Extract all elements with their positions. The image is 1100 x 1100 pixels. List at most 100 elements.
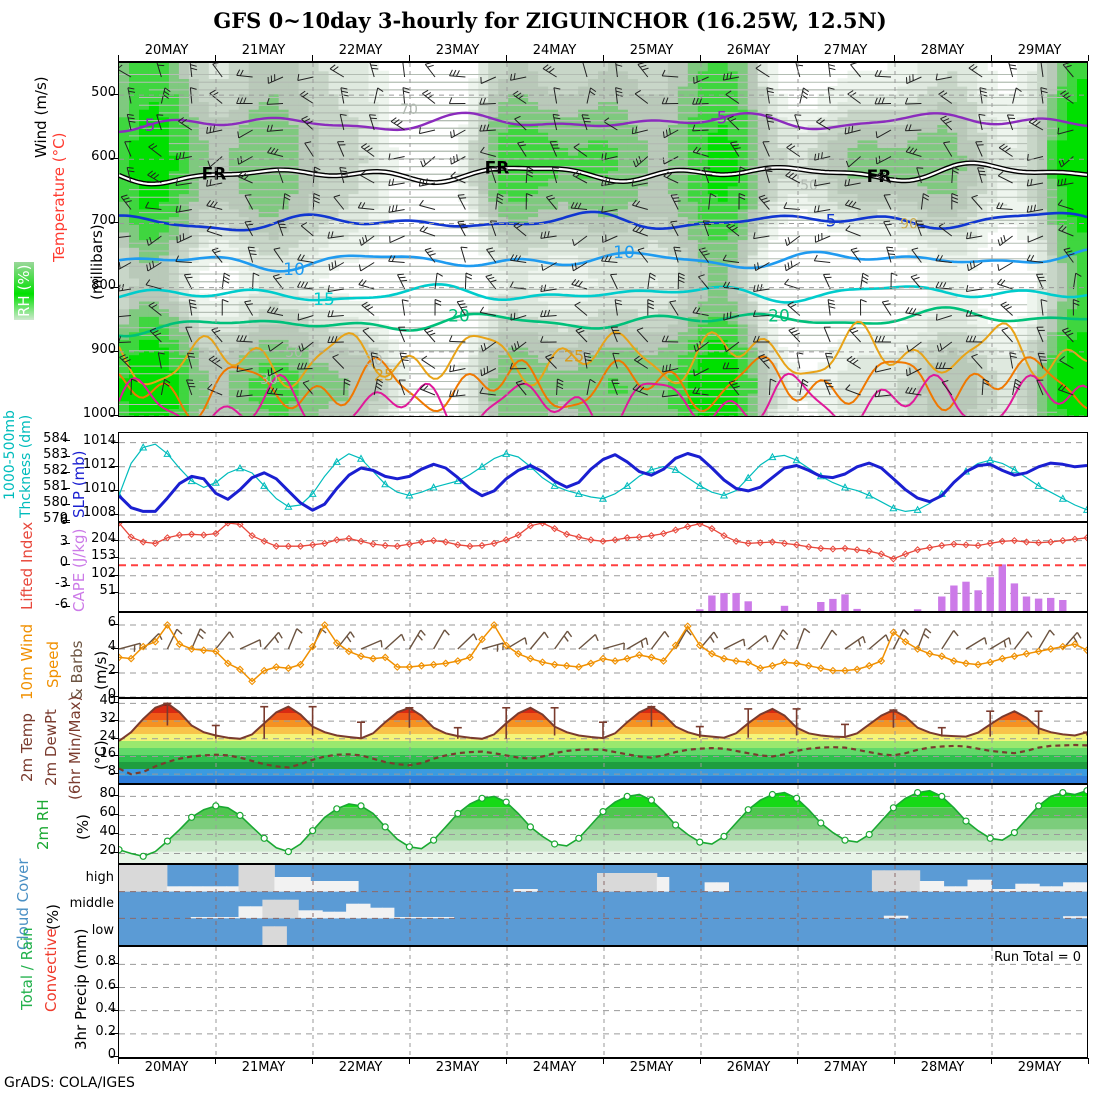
- day-label-bottom-24may: 24MAY: [532, 1060, 577, 1075]
- axis-tickmark: [409, 55, 410, 61]
- wind-10m-panel[interactable]: [118, 612, 1088, 698]
- thickness-tickmark-3: [63, 488, 70, 489]
- cape-tick-0: 204: [91, 530, 116, 546]
- axis-tickmark: [118, 1058, 119, 1064]
- axis-tickmark: [797, 1058, 798, 1064]
- precip-tickmark-2: [111, 1009, 118, 1011]
- lifted-index-tick-3: 3: [59, 534, 68, 550]
- slp-label: SLP (mb): [70, 450, 88, 518]
- cloud-cover-plot: [119, 865, 1087, 945]
- upper-air-pressure-tick-3: 800: [91, 277, 116, 293]
- grads-credit: GrADS: COLA/IGES: [4, 1075, 135, 1091]
- upper-air-cross-section-panel[interactable]: -5 -5 FR FR FR 5 10 10 15 20 20 25 25 30 30 50 70 50 90: [118, 62, 1088, 417]
- temp-2m-tickmark-2: [111, 737, 118, 739]
- cape-tick-1: 153: [91, 548, 116, 564]
- cape-label: CAPE (J/kg): [70, 528, 88, 612]
- precip-tick-4: 0: [107, 1047, 116, 1062]
- lifted-index-tickmark-4: [63, 522, 70, 523]
- wind-units-label: (m/s): [92, 650, 110, 690]
- thickness-slp-plot: [119, 433, 1087, 521]
- axis-tickmark: [797, 55, 798, 61]
- temp-dewpt-2m-panel[interactable]: [118, 698, 1088, 784]
- upper-air-pressure-tick-1: 600: [91, 149, 116, 165]
- day-label-top-29may: 29MAY: [1017, 43, 1062, 58]
- upper-air-pressure-tickmark-3: [111, 286, 118, 288]
- axis-tickmark: [215, 55, 216, 61]
- rh-2m-tick-3: 20: [99, 843, 116, 859]
- rh-2m-tickmark-1: [111, 814, 118, 816]
- day-label-bottom-29may: 29MAY: [1017, 1060, 1062, 1075]
- rh-2m-panel[interactable]: [118, 784, 1088, 864]
- day-label-top-23may: 23MAY: [435, 43, 480, 58]
- svg-text:50: 50: [285, 345, 303, 361]
- cape-tickmark-2: [111, 574, 118, 576]
- day-label-bottom-26may: 26MAY: [726, 1060, 771, 1075]
- precip-total-label: Total / Rain: [18, 927, 36, 1010]
- page-title: GFS 0~10day 3-hourly for ZIGUINCHOR (16.…: [213, 8, 887, 33]
- lifted-index-tickmark-0: [63, 606, 70, 608]
- svg-text:50: 50: [800, 178, 818, 194]
- slp-tick-1: 1012: [82, 456, 116, 472]
- upper-air-pressure-tickmark-4: [111, 350, 118, 352]
- temp-2m-tick-2: 24: [99, 728, 116, 744]
- precip-3hr-panel[interactable]: Run Total = 0: [118, 946, 1088, 1058]
- day-label-bottom-23may: 23MAY: [435, 1060, 480, 1075]
- axis-tickmark: [1088, 1058, 1089, 1064]
- rh-2m-tick-2: 40: [99, 824, 116, 840]
- wind-speed-tick-2: 2: [107, 663, 116, 678]
- day-label-top-22may: 22MAY: [338, 43, 383, 58]
- axis-tickmark: [991, 1058, 992, 1064]
- axis-tickmark: [409, 1058, 410, 1064]
- top-axis-rule: [118, 61, 1088, 62]
- temp-2m-tickmark-3: [111, 755, 118, 757]
- day-label-top-20may: 20MAY: [144, 43, 189, 58]
- slp-tickmark-1: [111, 465, 118, 467]
- svg-text:25: 25: [564, 347, 584, 366]
- wind-speed-tick-3: 0: [107, 687, 116, 702]
- temp-2m-tickmark-0: [111, 702, 118, 704]
- cape-tick-3: 51: [99, 583, 116, 599]
- precip-tickmark-3: [111, 1032, 118, 1034]
- wind-speed-tickmark-0: [111, 624, 118, 625]
- cape-lifted-index-plot: [119, 523, 1087, 611]
- rh-2m-label: 2m RH: [34, 799, 52, 850]
- wind-speed-tickmark-3: [111, 696, 118, 697]
- thickness-tick-4: 580: [43, 495, 68, 510]
- day-label-bottom-20may: 20MAY: [144, 1060, 189, 1075]
- upper-air-label-rh: RH (%): [14, 261, 34, 320]
- axis-tickmark: [700, 1058, 701, 1064]
- precip-3hr-plot: [119, 947, 1087, 1057]
- svg-text:20: 20: [448, 307, 470, 327]
- temp-2m-tick-1: 32: [99, 711, 116, 727]
- slp-tickmark-0: [111, 441, 118, 443]
- svg-text:90: 90: [900, 216, 918, 232]
- day-label-bottom-25may: 25MAY: [629, 1060, 674, 1075]
- temp-dewpt-2m-plot: [119, 699, 1087, 783]
- temp-2m-tick-0: 40: [99, 693, 116, 709]
- rh-2m-plot: [119, 785, 1087, 863]
- thickness-tickmark-5: [63, 520, 70, 521]
- wind-speed-tick-0: 6: [107, 615, 116, 630]
- axis-tickmark: [603, 55, 604, 61]
- slp-tickmark-2: [111, 489, 118, 491]
- axis-tickmark: [312, 1058, 313, 1064]
- thickness-tick-5: 579: [43, 511, 68, 526]
- slp-tick-2: 1010: [82, 480, 116, 496]
- svg-text:20: 20: [768, 306, 790, 326]
- cape-lifted-index-panel[interactable]: [118, 522, 1088, 612]
- wind-speed-tickmark-2: [111, 672, 118, 673]
- upper-air-pressure-tick-2: 700: [91, 213, 116, 229]
- day-label-top-28may: 28MAY: [920, 43, 965, 58]
- upper-air-label-temperature: Temperature (°C): [50, 132, 68, 262]
- slp-tick-0: 1014: [82, 432, 116, 448]
- slp-tick-3: 1008: [82, 504, 116, 520]
- precip-convective-label: Convective: [42, 928, 60, 1012]
- cape-tickmark-3: [111, 592, 118, 594]
- lifted-index-tick-2: 0: [59, 555, 68, 571]
- temp-2m-tick-4: 8: [107, 764, 116, 780]
- cloud-cover-panel[interactable]: [118, 864, 1088, 946]
- day-label-top-26may: 26MAY: [726, 43, 771, 58]
- rh-units-label: (%): [74, 814, 92, 840]
- lifted-index-tick-4: 6: [59, 513, 68, 528]
- thickness-slp-panel[interactable]: [118, 432, 1088, 522]
